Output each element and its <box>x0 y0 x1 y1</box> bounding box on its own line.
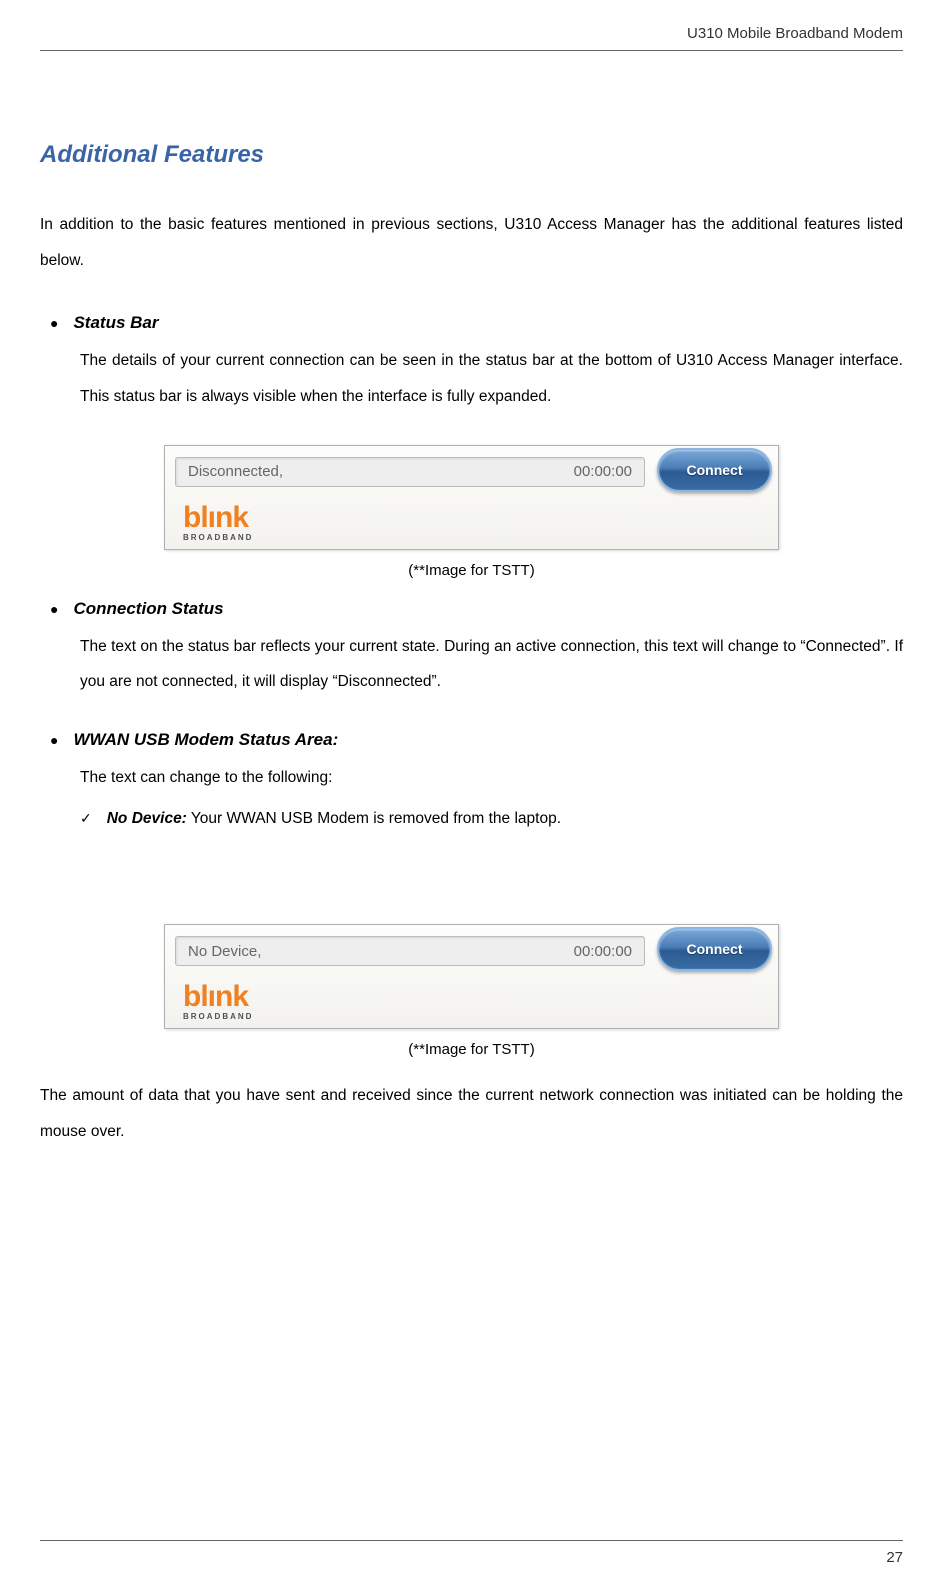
feature-body: The details of your current connection c… <box>80 343 903 414</box>
connect-button[interactable]: Connect <box>657 448 772 492</box>
logo-main: blınk <box>183 501 248 534</box>
sub-item-desc: Your WWAN USB Modem is removed from the … <box>187 810 561 827</box>
feature-name: Status Bar <box>73 313 158 333</box>
feature-status-bar: ● Status Bar The details of your current… <box>40 313 903 414</box>
blink-logo: blınk BROADBAND <box>183 980 253 1021</box>
image2-caption: (**Image for TSTT) <box>40 1041 903 1058</box>
feature-header: ● Connection Status <box>40 599 903 619</box>
feature-connection-status: ● Connection Status The text on the stat… <box>40 599 903 700</box>
status-top-row: Disconnected, 00:00:00 Connect <box>165 446 778 494</box>
sub-item-text: No Device: Your WWAN USB Modem is remove… <box>107 803 561 834</box>
image1-caption: (**Image for TSTT) <box>40 562 903 579</box>
bullet-icon: ● <box>50 732 58 748</box>
feature-body: The text on the status bar reflects your… <box>80 629 903 700</box>
logo-row: blınk BROADBAND <box>165 973 778 1028</box>
feature-body: The text can change to the following: <box>80 760 903 796</box>
feature-header: ● Status Bar <box>40 313 903 333</box>
checkmark-icon: ✓ <box>80 804 92 832</box>
closing-paragraph: The amount of data that you have sent an… <box>40 1078 903 1149</box>
screenshot-2-wrap: No Device, 00:00:00 Connect blınk BROADB… <box>40 924 903 1029</box>
status-top-row: No Device, 00:00:00 Connect <box>165 925 778 973</box>
sub-item-label: No Device: <box>107 810 187 827</box>
sub-item-no-device: ✓ No Device: Your WWAN USB Modem is remo… <box>80 803 903 834</box>
section-title: Additional Features <box>40 141 903 169</box>
feature-name: Connection Status <box>73 599 223 619</box>
logo-sub: BROADBAND <box>183 1012 253 1021</box>
page-header: U310 Mobile Broadband Modem <box>40 25 903 51</box>
connect-button[interactable]: Connect <box>657 927 772 971</box>
screenshot-1: Disconnected, 00:00:00 Connect blınk BRO… <box>164 445 779 550</box>
connect-button-label: Connect <box>687 462 743 478</box>
logo-main: blınk <box>183 980 248 1013</box>
connect-button-label: Connect <box>687 941 743 957</box>
logo-sub: BROADBAND <box>183 533 253 542</box>
status-time: 00:00:00 <box>574 463 632 480</box>
bullet-icon: ● <box>50 315 58 331</box>
bullet-icon: ● <box>50 601 58 617</box>
logo-row: blınk BROADBAND <box>165 494 778 549</box>
blink-logo: blınk BROADBAND <box>183 501 253 542</box>
status-label: Disconnected, <box>188 463 283 480</box>
feature-wwan: ● WWAN USB Modem Status Area: The text c… <box>40 730 903 835</box>
feature-name: WWAN USB Modem Status Area: <box>73 730 338 750</box>
status-time: 00:00:00 <box>574 943 632 960</box>
product-title: U310 Mobile Broadband Modem <box>687 25 903 42</box>
status-label: No Device, <box>188 943 261 960</box>
feature-header: ● WWAN USB Modem Status Area: <box>40 730 903 750</box>
page-footer: 27 <box>40 1540 903 1566</box>
screenshot-2: No Device, 00:00:00 Connect blınk BROADB… <box>164 924 779 1029</box>
main-content: Additional Features In addition to the b… <box>40 51 903 1150</box>
page-number: 27 <box>886 1549 903 1566</box>
intro-paragraph: In addition to the basic features mentio… <box>40 207 903 278</box>
status-text-box: No Device, 00:00:00 <box>175 936 645 966</box>
status-text-box: Disconnected, 00:00:00 <box>175 457 645 487</box>
screenshot-1-wrap: Disconnected, 00:00:00 Connect blınk BRO… <box>40 445 903 550</box>
